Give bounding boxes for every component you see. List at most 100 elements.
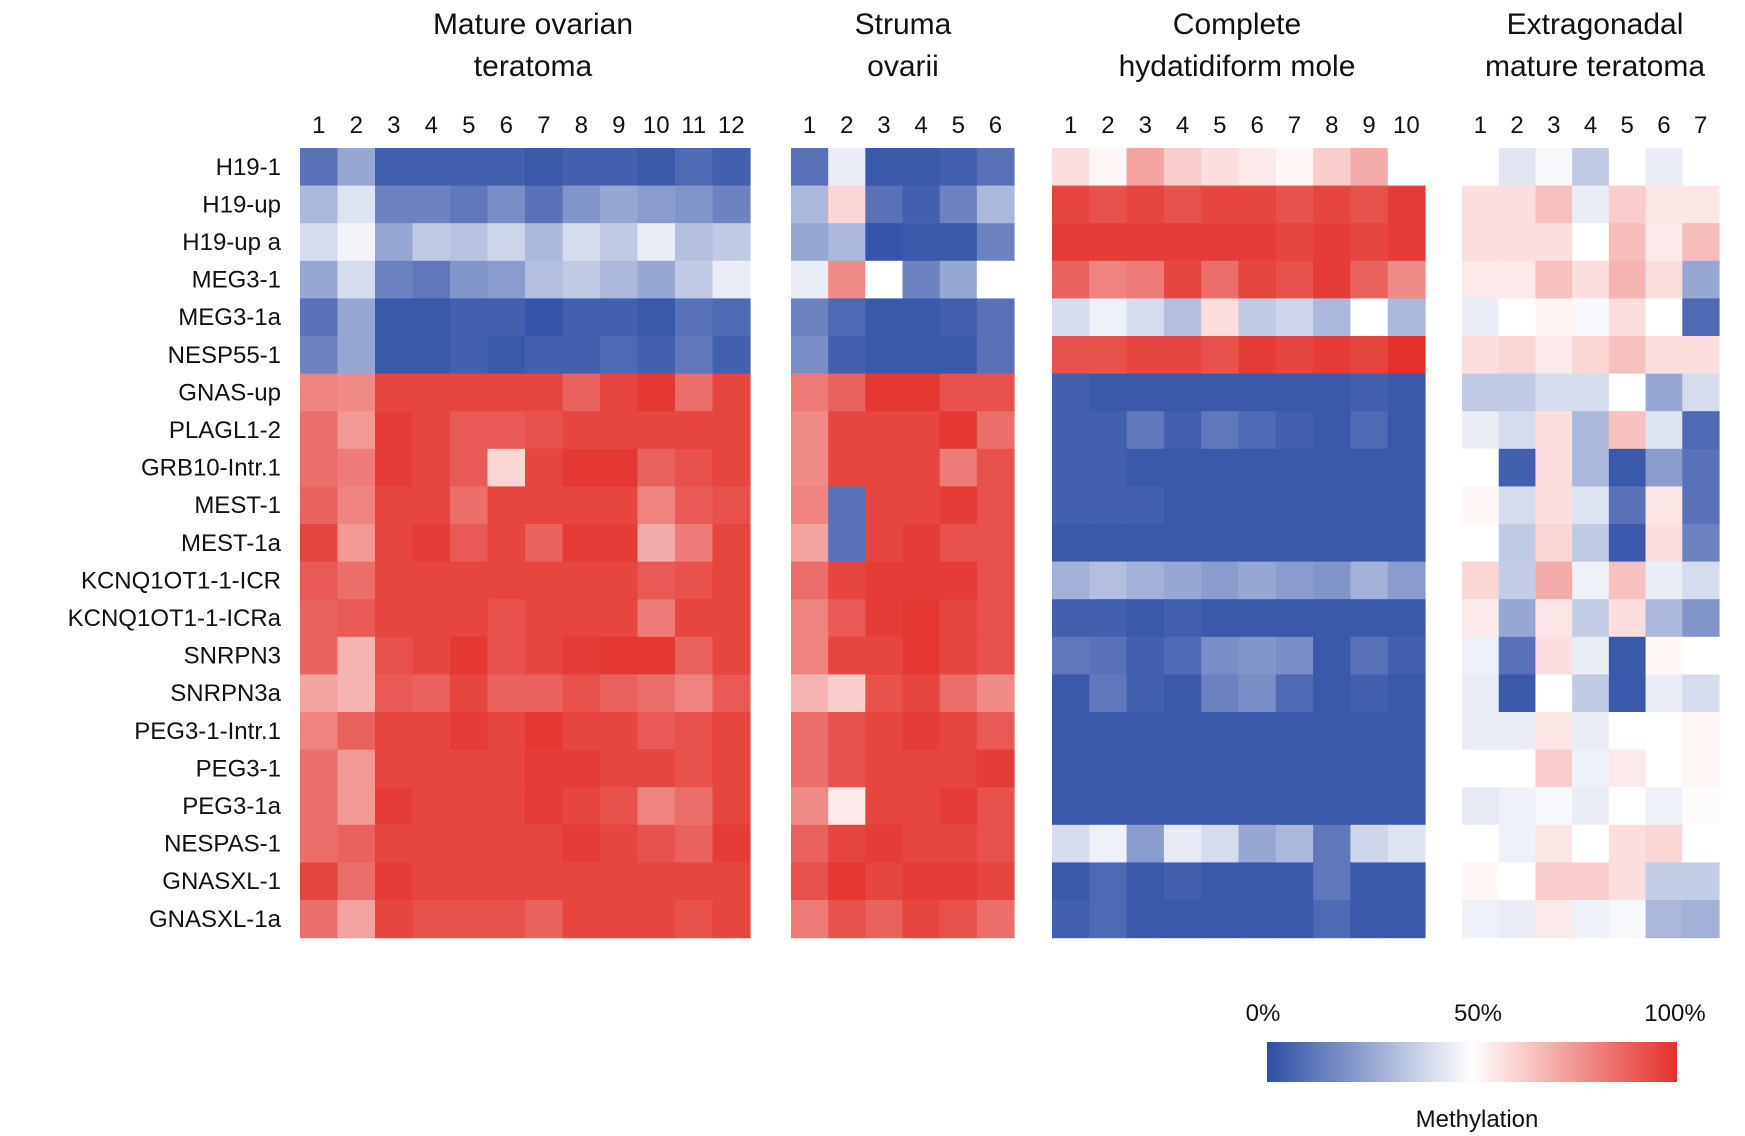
row-label-gnasxl-1a: GNASXL-1a — [149, 906, 282, 933]
heatmap-cell — [1535, 636, 1573, 675]
heatmap-cell — [939, 336, 978, 375]
heatmap-cell — [337, 787, 376, 826]
heatmap-cell — [828, 749, 866, 788]
heatmap-cell — [1313, 411, 1351, 450]
heatmap-cell — [1572, 185, 1610, 224]
heatmap-cell — [1498, 486, 1537, 525]
heatmap-cell — [637, 148, 676, 187]
heatmap-cell — [939, 448, 978, 487]
heatmap-cell — [1052, 336, 1090, 375]
heatmap-cell — [675, 524, 714, 563]
heatmap-cell — [1126, 561, 1165, 600]
column-label: 10 — [643, 112, 670, 139]
heatmap-cell — [1350, 787, 1389, 826]
heatmap-cell — [562, 712, 601, 751]
heatmap-cell — [637, 787, 676, 826]
column-label: 2 — [350, 112, 363, 139]
heatmap-cell — [637, 561, 676, 600]
heatmap-cell — [412, 561, 451, 600]
heatmap-cell — [1201, 223, 1240, 262]
heatmap-cell — [562, 636, 601, 675]
heatmap-cell — [487, 373, 526, 412]
heatmap-cell — [337, 373, 376, 412]
heatmap-cell — [412, 298, 451, 337]
heatmap-cell — [487, 223, 526, 262]
heatmap-cell — [375, 336, 414, 375]
column-label: 10 — [1393, 112, 1420, 139]
heatmap-cell — [865, 260, 904, 299]
group-title-line: ovarii — [867, 50, 939, 83]
heatmap-cell — [1350, 862, 1389, 901]
column-label: 5 — [1213, 112, 1226, 139]
heatmap-cell — [1052, 148, 1090, 187]
heatmap-cell — [337, 148, 376, 187]
heatmap-cell — [1201, 787, 1240, 826]
heatmap-cell — [412, 787, 451, 826]
heatmap-cell — [1682, 524, 1720, 563]
heatmap-cell — [1275, 787, 1314, 826]
heatmap-cell — [300, 260, 339, 299]
heatmap-cell — [1498, 862, 1537, 901]
heatmap-cell — [828, 185, 866, 224]
heatmap-cell — [1572, 900, 1610, 939]
group-extragonadal-mature-teratoma: Extragonadal mature teratoma 1 2 3 4 5 6 7 — [1462, 8, 1720, 939]
heatmap-cell — [939, 148, 978, 187]
heatmap-cell — [828, 260, 866, 299]
heatmap-cell — [1572, 749, 1610, 788]
heatmap-cell — [1387, 148, 1426, 187]
heatmap-cell — [1238, 336, 1277, 375]
heatmap-cell — [712, 674, 751, 713]
group-complete-hydatidiform-mole: Complete hydatidiform mole 1 2 3 4 5 6 7 8 9 10 — [1052, 8, 1426, 939]
heatmap-cell — [1645, 674, 1683, 713]
group-title-line: Mature ovarian — [433, 8, 633, 41]
heatmap-cell — [1089, 524, 1128, 563]
heatmap-cell — [1052, 486, 1090, 525]
heatmap-cell — [637, 900, 676, 939]
heatmap-cell — [1201, 486, 1240, 525]
heatmap-cell — [1498, 185, 1537, 224]
heatmap-cell — [902, 749, 941, 788]
row-label-grb10-intr-1: GRB10-Intr.1 — [141, 455, 281, 482]
heatmap-cell — [1163, 486, 1202, 525]
heatmap-cell — [600, 862, 639, 901]
heatmap-cell — [939, 749, 978, 788]
heatmap-cell — [1313, 298, 1351, 337]
heatmap-cell — [1498, 824, 1537, 863]
heatmap-cell — [1275, 185, 1314, 224]
heatmap-cell — [1126, 674, 1165, 713]
heatmap-cell — [1682, 411, 1720, 450]
heatmap-cell — [637, 373, 676, 412]
heatmap-cell — [337, 561, 376, 600]
heatmap-cell — [976, 900, 1015, 939]
heatmap-cell — [1535, 486, 1573, 525]
heatmap-cell — [1387, 185, 1426, 224]
heatmap-cell — [300, 373, 339, 412]
heatmap-cell — [1462, 486, 1500, 525]
heatmap-cell — [375, 260, 414, 299]
heatmap-cell — [525, 900, 564, 939]
heatmap-cell — [487, 486, 526, 525]
heatmap-cell — [637, 260, 676, 299]
heatmap-cell — [1052, 524, 1090, 563]
heatmap-cell — [976, 336, 1015, 375]
group-title-line: Extragonadal — [1507, 8, 1684, 41]
heatmap-cell — [1201, 336, 1240, 375]
row-label-mest-1: MEST-1 — [194, 492, 281, 519]
row-label-kcnq1ot1-1-icra: KCNQ1OT1-1-ICRa — [68, 605, 282, 632]
heatmap-cell — [1387, 336, 1426, 375]
heatmap-cell — [1275, 148, 1314, 187]
heatmap-cell — [675, 749, 714, 788]
heatmap-cell — [450, 148, 489, 187]
heatmap-cell — [1238, 787, 1277, 826]
heatmap-cell — [1645, 561, 1683, 600]
heatmap-cell — [300, 674, 339, 713]
heatmap-cell — [1126, 524, 1165, 563]
heatmap-cell — [337, 862, 376, 901]
heatmap-cell — [412, 260, 451, 299]
heatmap-cell — [1350, 900, 1389, 939]
heatmap-cell — [337, 336, 376, 375]
heatmap-cell — [865, 448, 904, 487]
heatmap-cell — [300, 185, 339, 224]
heatmap-cell — [1089, 862, 1128, 901]
heatmap-cell — [1682, 599, 1720, 638]
